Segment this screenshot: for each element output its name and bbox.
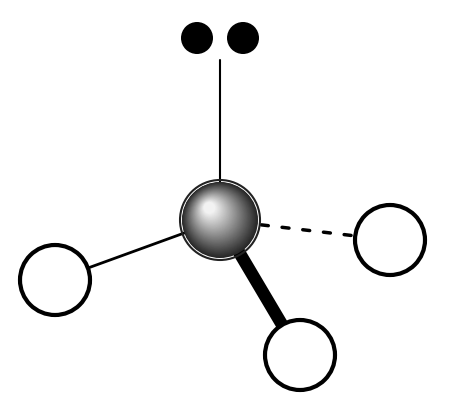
Circle shape [184,184,254,254]
Circle shape [193,193,235,234]
Circle shape [192,191,238,237]
Circle shape [193,192,236,235]
Circle shape [203,202,217,215]
Circle shape [192,191,239,238]
Circle shape [187,187,249,248]
Circle shape [190,190,242,241]
Circle shape [186,186,249,249]
Circle shape [202,201,218,216]
Circle shape [227,22,259,54]
Circle shape [201,200,220,219]
Circle shape [188,188,246,245]
Circle shape [184,184,253,253]
Circle shape [265,320,335,390]
Circle shape [189,189,244,243]
Circle shape [195,194,231,231]
Circle shape [188,187,246,246]
Circle shape [197,196,228,228]
Circle shape [191,191,239,239]
Circle shape [204,202,215,213]
Circle shape [189,189,245,244]
Circle shape [20,245,90,315]
Circle shape [191,191,240,240]
Circle shape [194,193,234,233]
Circle shape [198,196,227,226]
Circle shape [202,200,219,217]
Circle shape [191,190,241,240]
Circle shape [201,199,221,220]
Circle shape [200,198,224,222]
Circle shape [181,22,213,54]
Circle shape [193,192,237,236]
Circle shape [187,187,248,247]
Circle shape [195,194,232,231]
Circle shape [186,185,251,251]
Circle shape [182,183,256,256]
Circle shape [197,196,228,227]
Circle shape [194,193,234,234]
Circle shape [182,182,258,258]
Circle shape [190,189,243,243]
Circle shape [200,199,222,221]
Circle shape [185,185,252,252]
Circle shape [192,192,237,236]
Circle shape [201,200,221,220]
Circle shape [200,198,223,222]
Circle shape [189,188,245,245]
Circle shape [355,205,425,275]
Circle shape [195,194,233,232]
Circle shape [201,200,219,218]
Circle shape [186,186,250,250]
Circle shape [196,195,231,230]
Circle shape [196,195,230,229]
Circle shape [199,198,224,223]
Circle shape [199,198,225,224]
Circle shape [190,189,242,242]
Circle shape [203,202,216,214]
Circle shape [202,201,217,216]
Circle shape [185,185,252,252]
Circle shape [196,196,229,228]
Circle shape [198,197,226,225]
Circle shape [184,184,255,254]
Circle shape [183,183,256,256]
Circle shape [182,182,257,257]
Circle shape [187,187,247,247]
Circle shape [183,183,255,255]
Circle shape [198,197,227,225]
